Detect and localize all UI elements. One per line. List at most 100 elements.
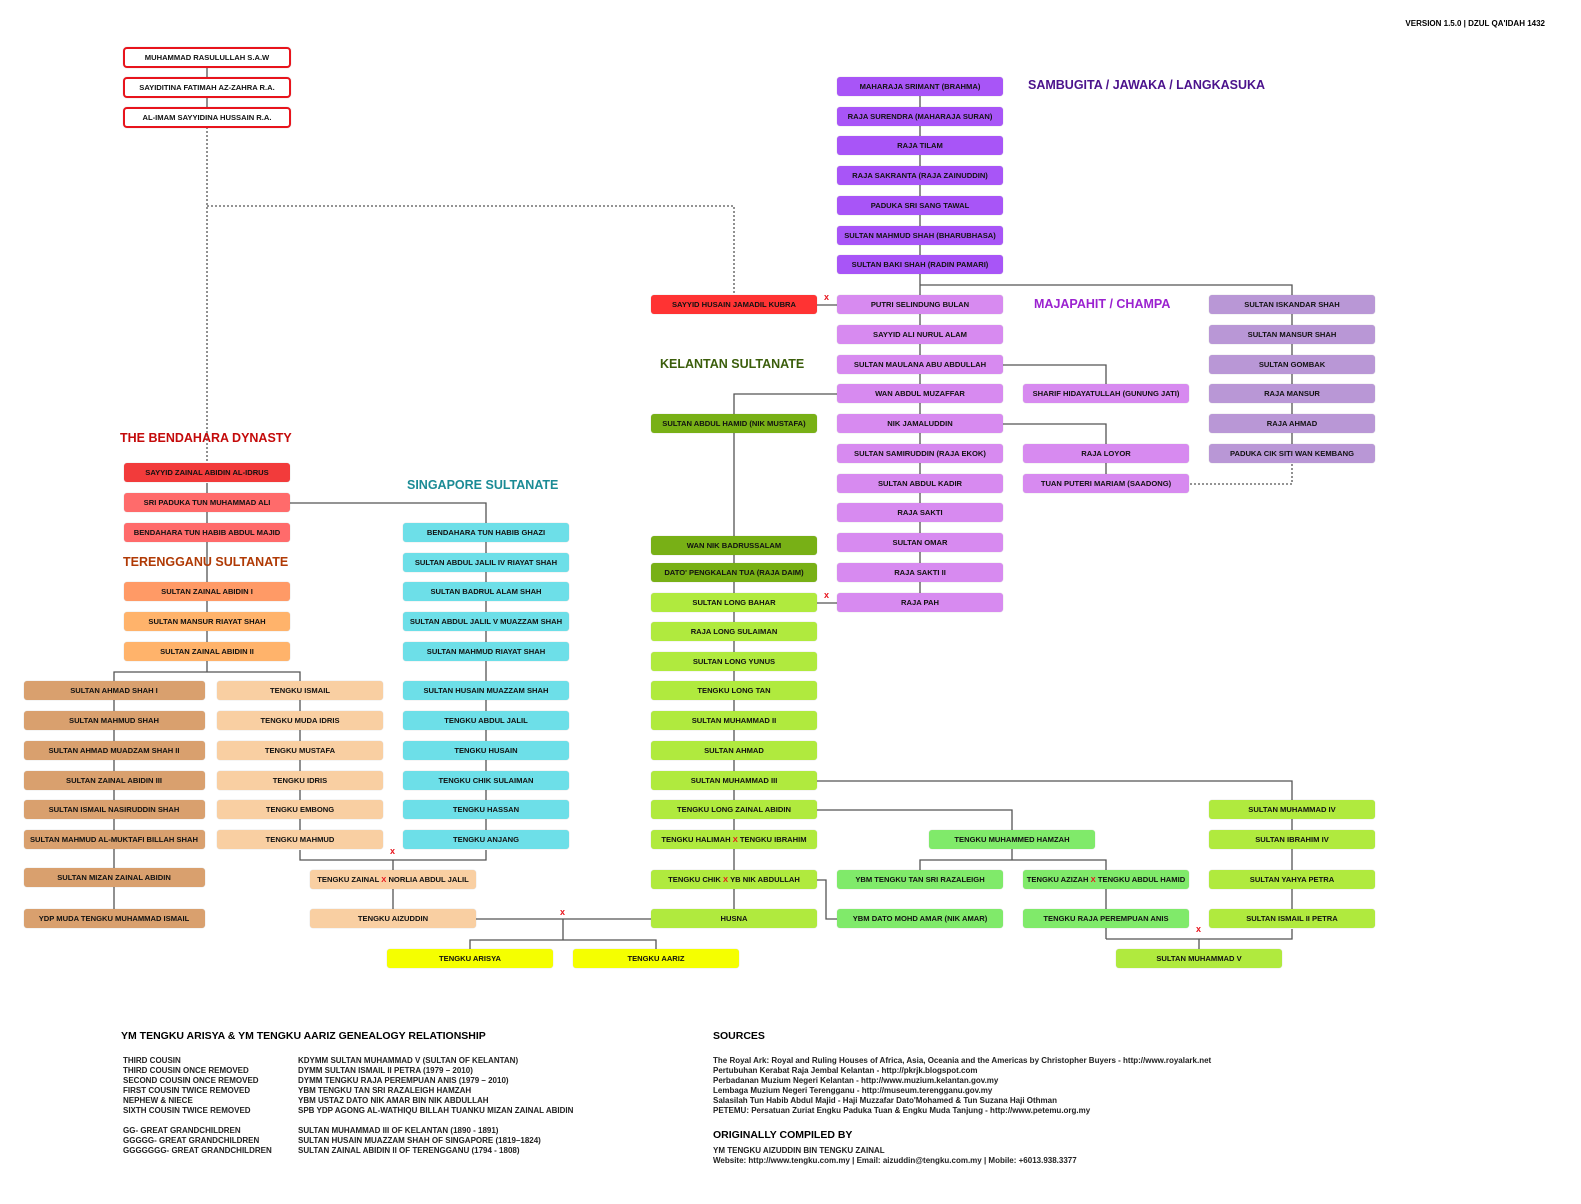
person-node: SAYYID HUSAIN JAMADIL KUBRA — [651, 295, 817, 314]
connector-line — [1106, 929, 1293, 940]
person-node: SULTAN MAULANA ABU ABDULLAH — [837, 355, 1003, 374]
connector-line — [1189, 464, 1293, 485]
person-name: SULTAN ISMAIL NASIRUDDIN SHAH — [48, 805, 180, 814]
person-node: TENGKU ISMAIL — [217, 681, 383, 700]
person-node: SHARIF HIDAYATULLAH (GUNUNG JATI) — [1023, 384, 1189, 403]
person-name: YDP MUDA TENGKU MUHAMMAD ISMAIL — [38, 914, 190, 923]
person-name: TENGKU EMBONG — [265, 805, 335, 814]
person-name: RAJA LOYOR — [1081, 449, 1131, 458]
compiler-name: YM TENGKU AIZUDDIN BIN TENGKU ZAINAL — [713, 1146, 885, 1155]
person-name: TENGKU MUDA IDRIS — [260, 716, 340, 725]
person-name: SULTAN YAHYA PETRA — [1249, 875, 1335, 884]
relation-label: GGGGGGG- GREAT GRANDCHILDREN — [123, 1146, 272, 1155]
person-name: TENGKU ANJANG — [453, 835, 519, 844]
person-name: SULTAN ABDUL KADIR — [877, 479, 963, 488]
person-name: TENGKU ISMAIL — [270, 686, 330, 695]
person-node: SULTAN ZAINAL ABIDIN II — [124, 642, 290, 661]
connector-line — [469, 939, 657, 950]
person-node: TENGKU ANJANG — [403, 830, 569, 849]
person-name: WAN NIK BADRUSSALAM — [686, 541, 782, 550]
person-node: SULTAN MUHAMMAD II — [651, 711, 817, 730]
person-node: TENGKU AARIZ — [573, 949, 739, 968]
person-name: TUAN PUTERI MARIAM (SAADONG) — [1040, 479, 1172, 488]
person-node: TENGKU IDRIS — [217, 771, 383, 790]
person-node: TENGKU ABDUL JALIL — [403, 711, 569, 730]
person-name: TENGKU RAJA PEREMPUAN ANIS — [1043, 914, 1169, 923]
person-name: TENGKU LONG TAN — [697, 686, 771, 695]
relation-person: SULTAN ZAINAL ABIDIN II OF TERENGGANU (1… — [298, 1146, 520, 1155]
relation-person: SULTAN HUSAIN MUAZZAM SHAH OF SINGAPORE … — [298, 1136, 541, 1145]
relation-label: NEPHEW & NIECE — [123, 1096, 193, 1105]
person-name: RAJA PAH — [901, 598, 939, 607]
person-node: TENGKU CHIK X YB NIK ABDULLAH — [651, 870, 817, 889]
person-name: SULTAN ABDUL JALIL IV RIAYAT SHAH — [414, 558, 558, 567]
person-name: SULTAN MAHMUD RIAYAT SHAH — [426, 647, 546, 656]
person-node: TENGKU RAJA PEREMPUAN ANIS — [1023, 909, 1189, 928]
person-name: SULTAN LONG BAHAR — [692, 598, 776, 607]
person-name: SULTAN MUHAMMAD III — [690, 776, 778, 785]
source-item: Pertubuhan Kerabat Raja Jembal Kelantan … — [713, 1066, 978, 1075]
person-node: SULTAN MUHAMMAD IV — [1209, 800, 1375, 819]
person-node: WAN NIK BADRUSSALAM — [651, 536, 817, 555]
person-node: SULTAN MIZAN ZAINAL ABIDIN — [23, 868, 205, 887]
person-name: SULTAN HUSAIN MUAZZAM SHAH — [423, 686, 549, 695]
person-name: SULTAN MAULANA ABU ABDULLAH — [853, 360, 987, 369]
person-name: PADUKA SRI SANG TAWAL — [870, 201, 970, 210]
person-node: PUTRI SELINDUNG BULAN — [837, 295, 1003, 314]
heading-majapahit: MAJAPAHIT / CHAMPA — [1034, 297, 1171, 311]
person-name: SULTAN AHMAD SHAH I — [70, 686, 158, 695]
person-node: TENGKU LONG ZAINAL ABIDIN — [651, 800, 817, 819]
person-name: SULTAN MAHMUD SHAH (BHARUBHASA) — [844, 231, 996, 240]
person-name: SULTAN SAMIRUDDIN (RAJA EKOK) — [854, 449, 986, 458]
source-item: The Royal Ark: Royal and Ruling Houses o… — [713, 1056, 1212, 1065]
person-node: SULTAN ABDUL KADIR — [837, 474, 1003, 493]
person-name: MAHARAJA SRIMANT (BRAHMA) — [859, 82, 981, 91]
person-name: SAYYID HUSAIN JAMADIL KUBRA — [671, 300, 797, 309]
person-node: RAJA AHMAD — [1209, 414, 1375, 433]
version-label: VERSION 1.5.0 | DZUL QA'IDAH 1432 — [1405, 19, 1545, 28]
heading-kelantan: KELANTAN SULTANATE — [660, 357, 805, 371]
person-node: SULTAN MAHMUD SHAH — [23, 711, 205, 730]
person-node: SULTAN LONG BAHAR — [651, 593, 817, 612]
person-node: SULTAN HUSAIN MUAZZAM SHAH — [403, 681, 569, 700]
person-node: SRI PADUKA TUN MUHAMMAD ALI — [124, 493, 290, 512]
marriage-mark: X — [1090, 875, 1096, 884]
relation-person: SULTAN MUHAMMAD III OF KELANTAN (1890 - … — [298, 1126, 499, 1135]
person-name: TENGKU CHIK SULAIMAN — [438, 776, 534, 785]
sources-title: SOURCES — [713, 1030, 765, 1042]
relationship-title: YM TENGKU ARISYA & YM TENGKU AARIZ GENEA… — [121, 1030, 486, 1042]
person-node: SAYYID ZAINAL ABIDIN AL-IDRUS — [124, 463, 290, 482]
person-node: SULTAN ISMAIL II PETRA — [1209, 909, 1375, 928]
person-name: TENGKU CHIK — [668, 875, 721, 884]
person-node: SULTAN ABDUL HAMID (NIK MUSTAFA) — [651, 414, 817, 433]
heading-sambugita: SAMBUGITA / JAWAKA / LANGKASUKA — [1028, 78, 1266, 92]
person-name: DATO' PENGKALAN TUA (RAJA DAIM) — [664, 568, 804, 577]
person-node: RAJA LOYOR — [1023, 444, 1189, 463]
person-node: YBM TENGKU TAN SRI RAZALEIGH — [837, 870, 1003, 889]
connector-line — [1003, 364, 1107, 385]
person-node: MUHAMMAD RASULULLAH S.A.W — [123, 47, 291, 68]
person-name: SULTAN AHMAD — [704, 746, 764, 755]
person-name: TENGKU LONG ZAINAL ABIDIN — [677, 805, 791, 814]
person-node: YBM DATO MOHD AMAR (NIK AMAR) — [837, 909, 1003, 928]
person-name: SULTAN MAHMUD SHAH — [69, 716, 159, 725]
relation-label: SECOND COUSIN ONCE REMOVED — [123, 1076, 259, 1085]
person-name: NIK JAMALUDDIN — [887, 419, 953, 428]
person-name: SULTAN ISMAIL II PETRA — [1246, 914, 1338, 923]
person-node: SULTAN MUHAMMAD V — [1116, 949, 1282, 968]
person-node: PADUKA SRI SANG TAWAL — [837, 196, 1003, 215]
spouse-name: NORLIA ABDUL JALIL — [388, 875, 469, 884]
marriage-mark: X — [732, 835, 738, 844]
person-name: TENGKU ABDUL JALIL — [444, 716, 528, 725]
person-name: RAJA LONG SULAIMAN — [690, 627, 778, 636]
person-node: SULTAN MUHAMMAD III — [651, 771, 817, 790]
person-node: SAYIDITINA FATIMAH AZ-ZAHRA R.A. — [123, 77, 291, 98]
person-node: BENDAHARA TUN HABIB ABDUL MAJID — [124, 523, 290, 542]
person-node: RAJA SURENDRA (MAHARAJA SURAN) — [837, 107, 1003, 126]
person-name: RAJA SAKTI II — [894, 568, 946, 577]
relation-person: SPB YDP AGONG AL-WATHIQU BILLAH TUANKU M… — [298, 1106, 574, 1115]
spouse-name: YB NIK ABDULLAH — [730, 875, 800, 884]
relation-label: SIXTH COUSIN TWICE REMOVED — [123, 1106, 251, 1115]
person-node: SULTAN ABDUL JALIL IV RIAYAT SHAH — [403, 553, 569, 572]
person-node: HUSNA — [651, 909, 817, 928]
